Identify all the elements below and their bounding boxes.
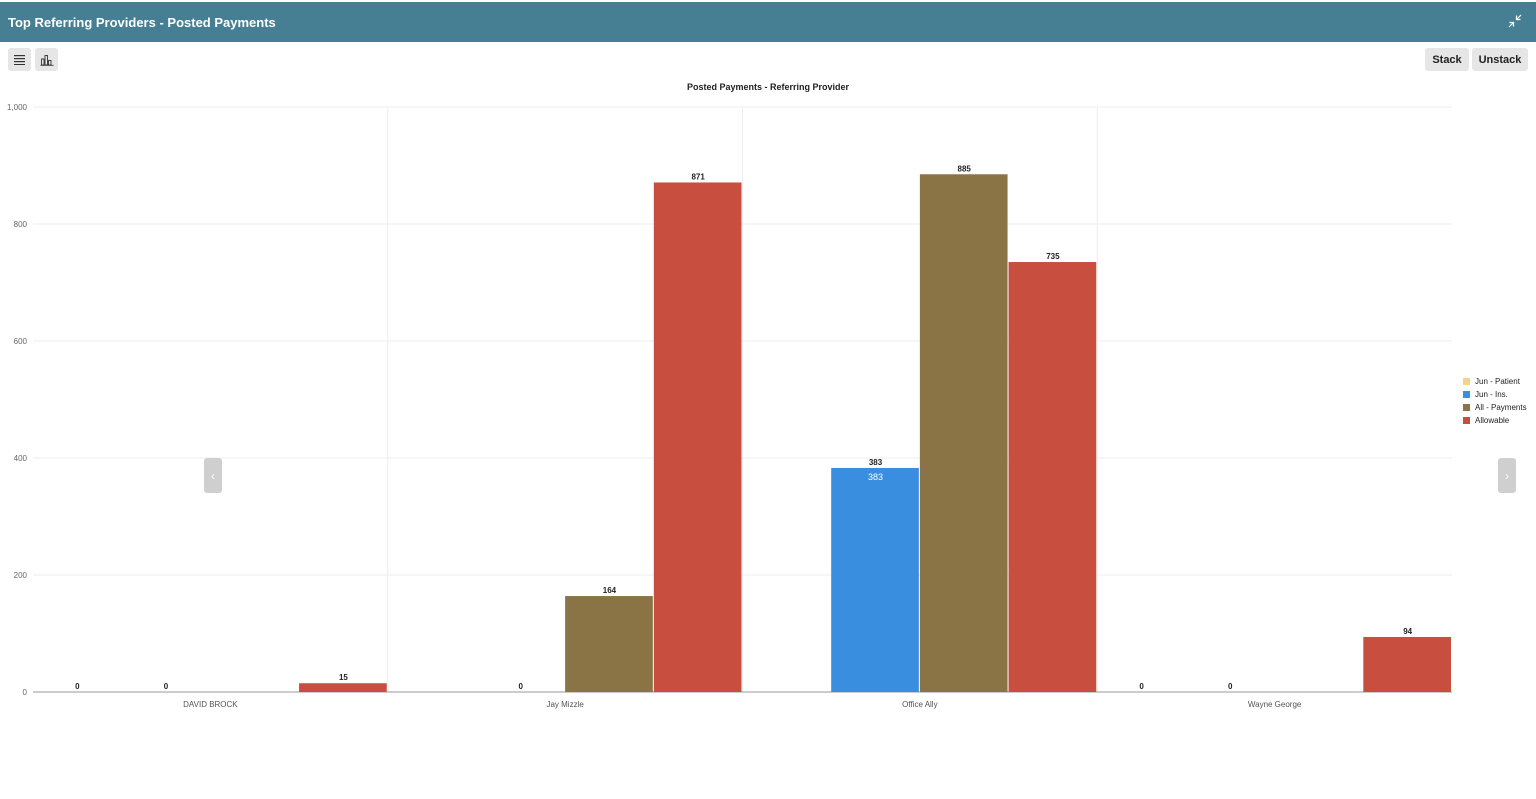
legend-swatch (1463, 417, 1470, 424)
data-label: 0 (75, 682, 80, 691)
y-tick-label: 200 (14, 571, 28, 580)
y-tick-label: 0 (23, 688, 28, 697)
stack-button[interactable]: Stack (1425, 48, 1469, 71)
data-label: 0 (164, 682, 169, 691)
next-page-arrow[interactable]: › (1498, 458, 1516, 493)
data-label: 164 (603, 586, 617, 595)
x-tick-label: Wayne George (1248, 700, 1302, 709)
legend-item[interactable]: Allowable (1463, 414, 1527, 427)
previous-page-arrow[interactable]: ‹ (204, 458, 222, 493)
x-tick-label: Jay Mizzle (546, 700, 584, 709)
bar (299, 683, 387, 692)
data-label: 15 (339, 673, 348, 682)
legend-label: Jun - Ins. (1475, 390, 1508, 399)
bar (565, 596, 653, 692)
legend-swatch (1463, 378, 1470, 385)
legend-label: All - Payments (1475, 403, 1527, 412)
unstack-button[interactable]: Unstack (1472, 48, 1528, 71)
data-label: 94 (1403, 627, 1412, 636)
legend-item[interactable]: Jun - Patient (1463, 375, 1527, 388)
data-label: 0 (1228, 682, 1233, 691)
x-tick-label: Office Ally (902, 700, 937, 709)
list-icon (14, 55, 25, 65)
bar (653, 182, 742, 692)
data-label: 871 (691, 172, 705, 181)
chart-legend: Jun - Patient Jun - Ins. All - Payments … (1463, 375, 1527, 427)
inner-data-label: 383 (868, 472, 883, 482)
legend-label: Allowable (1475, 416, 1510, 425)
data-label: 885 (958, 164, 972, 173)
panel-title: Top Referring Providers - Posted Payment… (8, 14, 276, 30)
list-view-button[interactable] (8, 48, 31, 71)
bar-chart-icon (40, 54, 53, 66)
chart-title: Posted Payments - Referring Provider (686, 82, 850, 92)
legend-swatch (1463, 391, 1470, 398)
bar (1008, 262, 1097, 692)
bar (919, 174, 1008, 692)
legend-item[interactable]: All - Payments (1463, 401, 1527, 414)
panel-header: Top Referring Providers - Posted Payment… (0, 2, 1536, 42)
chart-view-button[interactable] (35, 48, 58, 71)
y-tick-label: 600 (14, 337, 28, 346)
data-label: 0 (1139, 682, 1144, 691)
collapse-icon[interactable] (1506, 12, 1524, 30)
y-tick-label: 1,000 (7, 103, 28, 112)
bar (1363, 637, 1451, 692)
y-tick-label: 800 (14, 220, 28, 229)
x-tick-label: DAVID BROCK (183, 700, 238, 709)
data-label: 0 (519, 682, 524, 691)
legend-item[interactable]: Jun - Ins. (1463, 388, 1527, 401)
data-label: 383 (869, 458, 883, 467)
y-tick-label: 400 (14, 454, 28, 463)
legend-swatch (1463, 404, 1470, 411)
data-label: 735 (1046, 252, 1060, 261)
legend-label: Jun - Patient (1475, 377, 1520, 386)
bar (831, 467, 919, 692)
